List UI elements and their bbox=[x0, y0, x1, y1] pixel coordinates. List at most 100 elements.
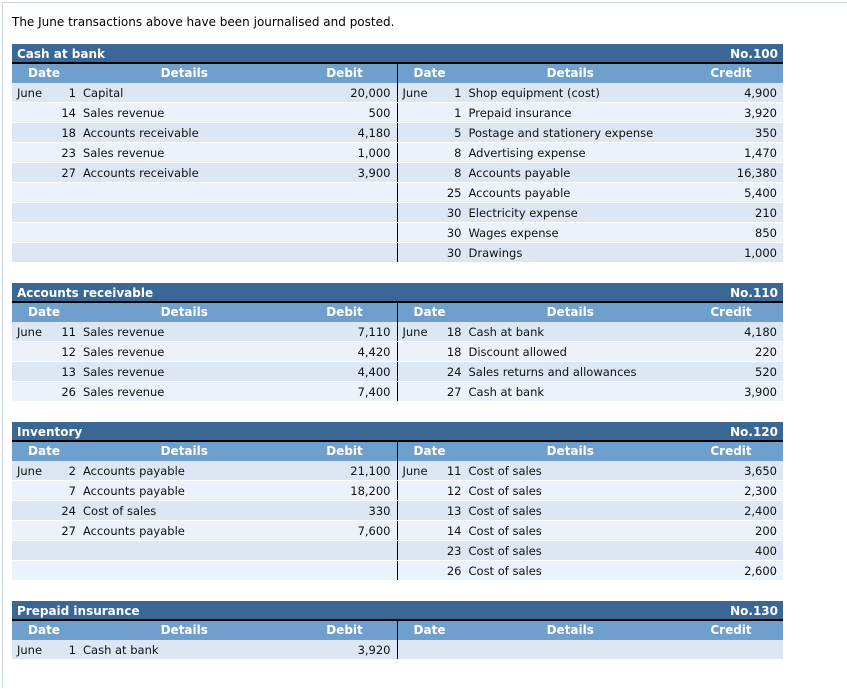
entry-day: 18 bbox=[446, 324, 462, 339]
ledger-entry-row: 30 Electricity expense 210 bbox=[12, 203, 783, 223]
account-name: Inventory bbox=[17, 425, 83, 439]
entry-rows: June 11 Sales revenue 7,110 June 18 Cash at ba… bbox=[12, 322, 783, 402]
entry-details: Electricity expense bbox=[468, 205, 578, 220]
entry-details: Advertising expense bbox=[468, 145, 586, 160]
entry-rows: June 1 Cash at bank 3,920 bbox=[12, 640, 783, 660]
ledger-entry-row: 7 Accounts payable 18,200 12 Cost of sales 2,… bbox=[12, 481, 783, 501]
entry-details: Prepaid insurance bbox=[468, 105, 572, 120]
entry-amount: 400 bbox=[755, 543, 777, 558]
entry-amount: 21,100 bbox=[350, 463, 391, 478]
entry-details: Sales revenue bbox=[83, 384, 165, 399]
ledger-entry-row: 23 Cost of sales 400 bbox=[12, 541, 783, 561]
entry-details: Accounts receivable bbox=[83, 125, 199, 140]
entry-day: 26 bbox=[61, 384, 76, 399]
entry-details: Cost of sales bbox=[468, 523, 542, 538]
entry-amount: 4,180 bbox=[744, 324, 777, 339]
debit-details-header: Details bbox=[160, 305, 208, 319]
entry-rows: June 2 Accounts payable 21,100 June 11 Cost of… bbox=[12, 461, 783, 581]
credit-side: 18 Discount allowed 220 bbox=[397, 342, 783, 361]
credit-header-side: Date Details Credit bbox=[398, 303, 784, 322]
intro-text: The June transactions above have been jo… bbox=[12, 15, 395, 29]
credit-side: 30 Drawings 1,000 bbox=[397, 243, 783, 262]
entry-month: June bbox=[17, 324, 43, 339]
entry-amount: 16,380 bbox=[736, 165, 777, 180]
debit-details-header: Details bbox=[160, 623, 208, 637]
entry-amount: 1,000 bbox=[357, 145, 391, 160]
debit-side bbox=[12, 183, 398, 202]
ledger-entry-row: June 1 Capital 20,000 June 1 Shop equipment (c… bbox=[12, 83, 783, 103]
credit-side: 13 Cost of sales 2,400 bbox=[397, 501, 783, 520]
ledger-entry-row: 14 Sales revenue 500 1 Prepaid insurance 3,92… bbox=[12, 103, 783, 123]
column-header-row: Date Details Debit Date Details Credit bbox=[12, 442, 783, 461]
entry-amount: 2,400 bbox=[744, 503, 777, 518]
entry-amount: 2,600 bbox=[744, 563, 777, 578]
entry-day: 14 bbox=[61, 105, 76, 120]
column-header-row: Date Details Debit Date Details Credit bbox=[12, 621, 783, 640]
entry-day: 27 bbox=[61, 165, 76, 180]
credit-date-header: Date bbox=[413, 66, 446, 80]
debit-details-header: Details bbox=[160, 66, 208, 80]
credit-side: June 11 Cost of sales 3,650 bbox=[397, 461, 783, 480]
entry-amount: 5,400 bbox=[744, 185, 777, 200]
entry-details: Cost of sales bbox=[468, 463, 542, 478]
entry-amount: 3,900 bbox=[744, 384, 777, 399]
entry-amount: 850 bbox=[755, 225, 777, 240]
entry-day: 14 bbox=[446, 523, 462, 538]
ledger-entry-row: June 1 Cash at bank 3,920 bbox=[12, 640, 783, 660]
debit-header-side: Date Details Debit bbox=[12, 442, 398, 461]
account-title-bar: Accounts receivable No.110 bbox=[12, 283, 783, 303]
entry-amount: 220 bbox=[755, 344, 777, 359]
debit-side: 27 Accounts payable 7,600 bbox=[12, 521, 398, 540]
entry-day: 2 bbox=[68, 463, 76, 478]
entry-details: Sales revenue bbox=[83, 105, 165, 120]
entry-details: Accounts payable bbox=[468, 165, 571, 180]
entry-amount: 520 bbox=[755, 364, 777, 379]
entry-details: Accounts receivable bbox=[83, 165, 199, 180]
ledger-entry-row: 30 Drawings 1,000 bbox=[12, 243, 783, 263]
debit-date-header: Date bbox=[28, 305, 60, 319]
entry-details: Cost of sales bbox=[468, 503, 542, 518]
credit-details-header: Details bbox=[546, 444, 594, 458]
credit-side: 5 Postage and stationery expense 350 bbox=[397, 123, 783, 142]
entry-day: 25 bbox=[446, 185, 462, 200]
credit-date-header: Date bbox=[413, 444, 446, 458]
debit-side: 24 Cost of sales 330 bbox=[12, 501, 398, 520]
entry-day: 30 bbox=[446, 205, 462, 220]
ledger-entry-row: 27 Accounts receivable 3,900 8 Accounts paya… bbox=[12, 163, 783, 183]
entry-amount: 2,300 bbox=[744, 483, 777, 498]
entry-rows: June 1 Capital 20,000 June 1 Shop equipment (c… bbox=[12, 83, 783, 263]
credit-header-side: Date Details Credit bbox=[398, 442, 784, 461]
credit-side: 1 Prepaid insurance 3,920 bbox=[397, 103, 783, 122]
credit-date-header: Date bbox=[413, 305, 446, 319]
entry-day: 18 bbox=[446, 344, 462, 359]
debit-side: June 1 Cash at bank 3,920 bbox=[12, 640, 398, 659]
entry-amount: 20,000 bbox=[350, 85, 391, 100]
debit-side: 13 Sales revenue 4,400 bbox=[12, 362, 398, 381]
entry-amount: 4,180 bbox=[357, 125, 391, 140]
debit-header-side: Date Details Debit bbox=[12, 64, 398, 83]
entry-amount: 1,470 bbox=[744, 145, 777, 160]
debit-side: June 1 Capital 20,000 bbox=[12, 83, 398, 102]
credit-column-header: Credit bbox=[710, 444, 752, 458]
credit-side: 8 Advertising expense 1,470 bbox=[397, 143, 783, 162]
ledger-entry-row: 30 Wages expense 850 bbox=[12, 223, 783, 243]
entry-details: Accounts payable bbox=[468, 185, 571, 200]
debit-side bbox=[12, 541, 398, 560]
debit-side: 27 Accounts receivable 3,900 bbox=[12, 163, 398, 182]
credit-side: 27 Cash at bank 3,900 bbox=[397, 382, 783, 401]
account-number: No.110 bbox=[730, 286, 778, 300]
entry-day: 26 bbox=[446, 563, 462, 578]
credit-side: 12 Cost of sales 2,300 bbox=[397, 481, 783, 500]
entry-day: 27 bbox=[446, 384, 462, 399]
debit-side bbox=[12, 243, 398, 262]
credit-side: June 18 Cash at bank 4,180 bbox=[397, 322, 783, 341]
debit-date-header: Date bbox=[28, 66, 60, 80]
entry-amount: 3,650 bbox=[744, 463, 777, 478]
credit-side: 26 Cost of sales 2,600 bbox=[397, 561, 783, 580]
credit-side bbox=[397, 640, 783, 659]
credit-side: June 1 Shop equipment (cost) 4,900 bbox=[397, 83, 783, 102]
entry-details: Cost of sales bbox=[468, 543, 542, 558]
credit-side: 24 Sales returns and allowances 520 bbox=[397, 362, 783, 381]
account-title-bar: Inventory No.120 bbox=[12, 422, 783, 442]
